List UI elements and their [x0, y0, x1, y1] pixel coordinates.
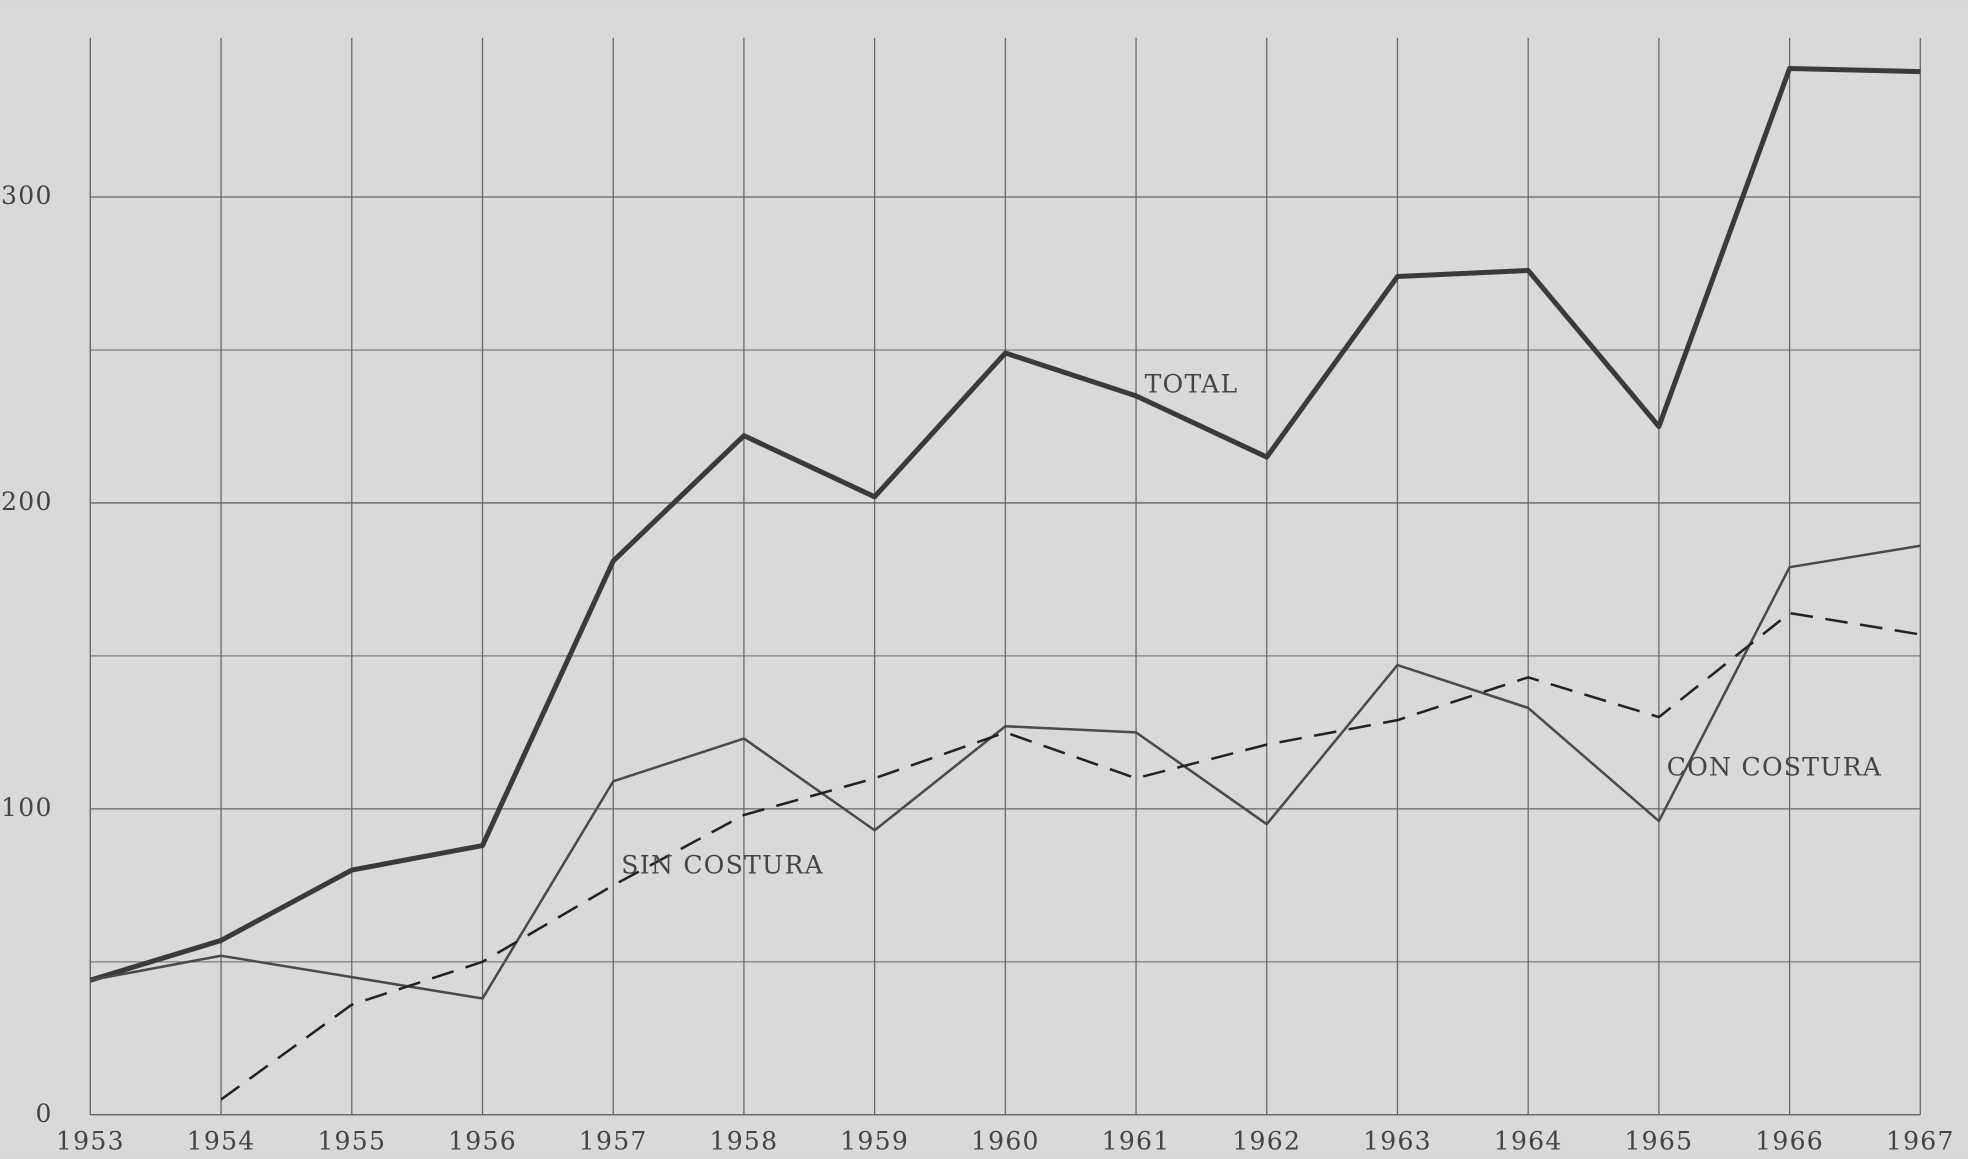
x-tick-label: 1967: [1886, 1126, 1955, 1155]
series-line: [90, 544, 1921, 1000]
x-tick-label: 1959: [840, 1126, 909, 1155]
y-tick-label: 100: [1, 793, 53, 822]
y-tick-label: 0: [35, 1099, 52, 1128]
x-tick-label: 1965: [1624, 1126, 1693, 1155]
x-tick-label: 1963: [1363, 1126, 1432, 1155]
y-tick-label: 200: [1, 487, 53, 516]
x-tick-label: 1966: [1755, 1126, 1824, 1155]
y-tick-label: 300: [1, 181, 53, 210]
x-tick-label: 1954: [187, 1126, 256, 1155]
x-tick-label: 1964: [1494, 1126, 1563, 1155]
x-tick-label: 1953: [56, 1126, 125, 1155]
x-tick-label: 1958: [709, 1126, 778, 1155]
x-tick-label: 1955: [317, 1126, 386, 1155]
series-line: [89, 66, 1921, 983]
x-tick-label: 1962: [1232, 1126, 1301, 1155]
x-tick-label: 1956: [448, 1126, 517, 1155]
series-label: CON COSTURA: [1667, 752, 1882, 781]
x-tick-label: 1957: [579, 1126, 648, 1155]
series-label: TOTAL: [1145, 370, 1239, 399]
x-tick-label: 1961: [1102, 1126, 1171, 1155]
series-line: [220, 611, 1921, 1101]
series-label: SIN COSTURA: [621, 850, 824, 879]
x-tick-label: 1960: [971, 1126, 1040, 1155]
